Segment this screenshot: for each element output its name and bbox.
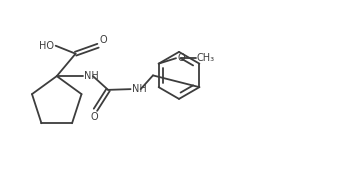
Text: O: O [91, 112, 99, 122]
Text: CH₃: CH₃ [197, 53, 215, 63]
Text: O: O [177, 53, 185, 63]
Text: O: O [99, 35, 107, 45]
Text: NH: NH [132, 84, 147, 94]
Text: NH: NH [84, 71, 99, 81]
Text: HO: HO [39, 41, 54, 51]
